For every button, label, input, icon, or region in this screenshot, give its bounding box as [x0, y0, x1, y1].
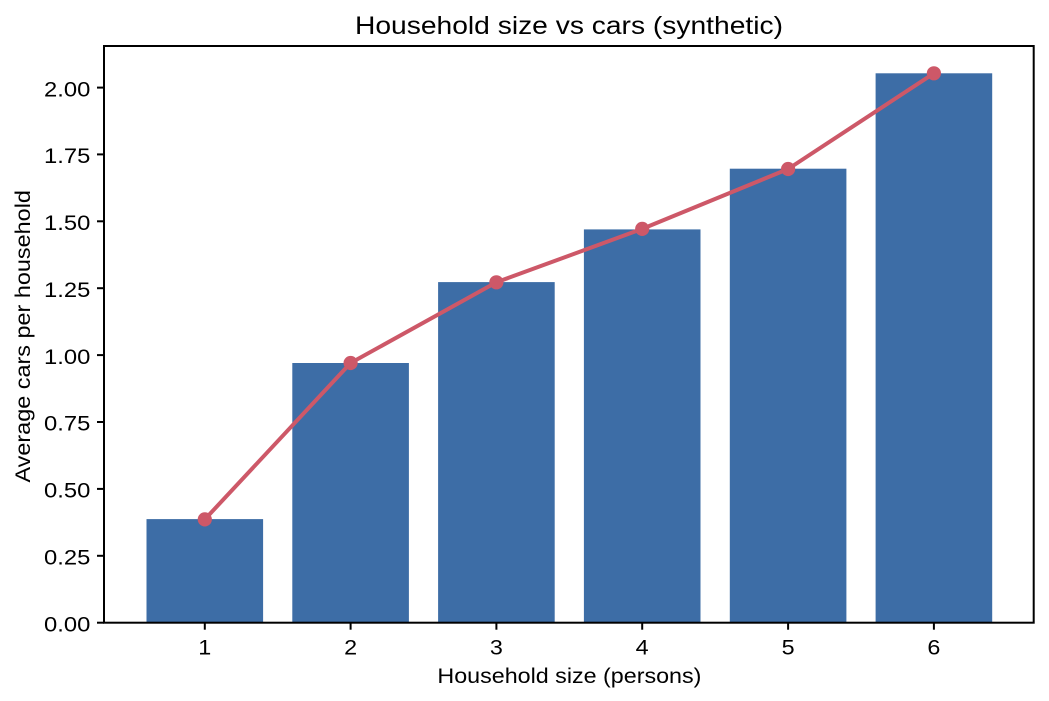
svg-text:1.00: 1.00: [44, 346, 90, 369]
svg-text:0.50: 0.50: [44, 480, 90, 503]
svg-text:0.00: 0.00: [44, 613, 90, 636]
svg-text:Household size vs cars (synthe: Household size vs cars (synthetic): [355, 12, 783, 40]
svg-text:1.25: 1.25: [44, 279, 90, 302]
svg-text:6: 6: [927, 636, 940, 659]
svg-text:1.50: 1.50: [44, 212, 90, 235]
svg-text:5: 5: [782, 636, 795, 659]
svg-text:2.00: 2.00: [44, 78, 90, 101]
svg-text:4: 4: [636, 636, 649, 659]
svg-text:0.25: 0.25: [44, 547, 90, 570]
svg-text:Average cars per household: Average cars per household: [12, 190, 35, 483]
svg-text:3: 3: [490, 636, 503, 659]
svg-text:0.75: 0.75: [44, 413, 90, 436]
svg-text:Household size (persons): Household size (persons): [437, 665, 701, 688]
svg-text:1: 1: [198, 636, 211, 659]
svg-text:1.75: 1.75: [44, 145, 90, 168]
svg-text:2: 2: [344, 636, 357, 659]
